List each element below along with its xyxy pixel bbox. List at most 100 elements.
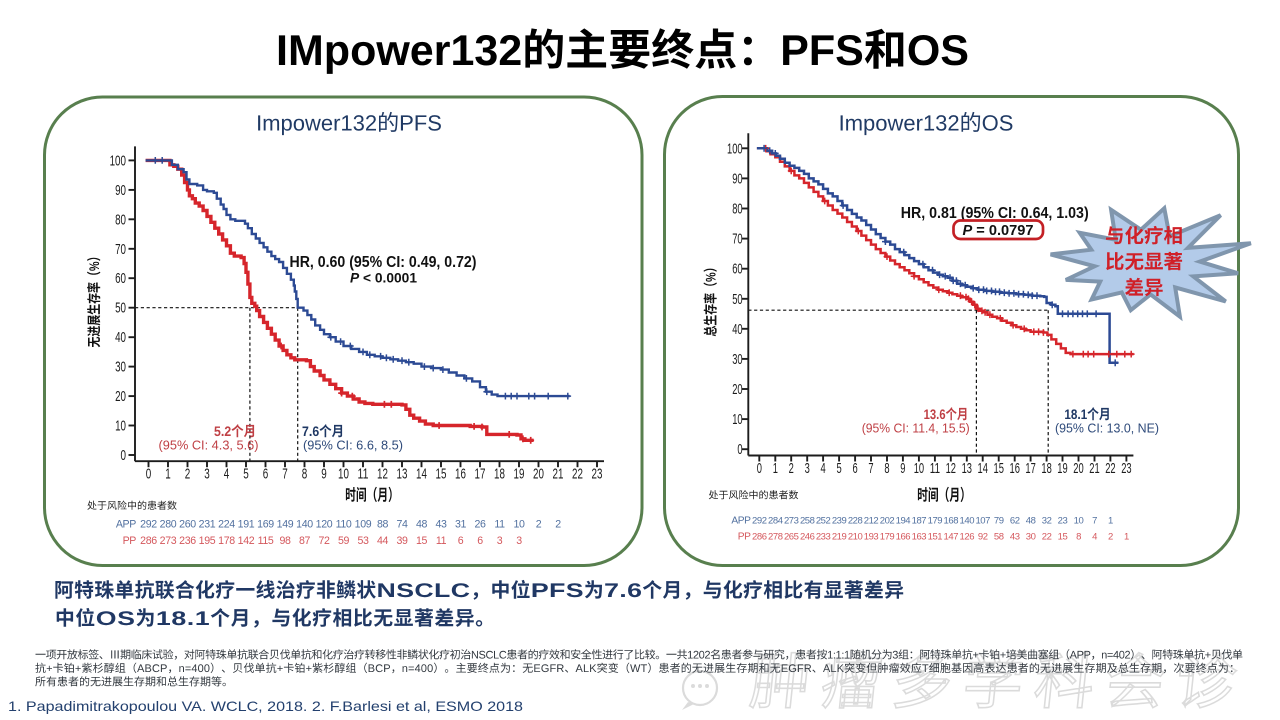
svg-text:PP: PP xyxy=(738,532,751,543)
svg-text:202: 202 xyxy=(880,516,895,527)
svg-text:0: 0 xyxy=(757,461,762,477)
svg-text:20: 20 xyxy=(732,382,742,398)
svg-text:15: 15 xyxy=(436,467,447,483)
svg-text:HR, 0.81 (95% CI: 0.64, 1.03): HR, 0.81 (95% CI: 0.64, 1.03) xyxy=(901,205,1089,222)
svg-text:44: 44 xyxy=(377,535,389,547)
svg-text:2: 2 xyxy=(185,467,191,483)
svg-text:62: 62 xyxy=(1010,516,1020,527)
svg-text:HR, 0.60 (95% CI: 0.49, 0.72): HR, 0.60 (95% CI: 0.49, 0.72) xyxy=(290,254,477,271)
svg-text:2: 2 xyxy=(789,461,794,477)
svg-text:17: 17 xyxy=(1025,461,1035,477)
svg-text:16: 16 xyxy=(1010,461,1020,477)
svg-text:7: 7 xyxy=(282,467,288,483)
svg-text:273: 273 xyxy=(160,535,177,547)
svg-text:292: 292 xyxy=(752,516,767,527)
svg-text:59: 59 xyxy=(338,535,350,547)
svg-text:21: 21 xyxy=(1089,461,1099,477)
svg-text:19: 19 xyxy=(514,467,525,483)
svg-text:3: 3 xyxy=(497,535,503,547)
svg-text:286: 286 xyxy=(752,532,767,543)
svg-text:10: 10 xyxy=(115,419,126,435)
svg-text:(95% CI: 13.0, NE): (95% CI: 13.0, NE) xyxy=(1055,421,1159,436)
svg-text:11: 11 xyxy=(494,519,505,531)
svg-text:179: 179 xyxy=(928,516,943,527)
svg-text:224: 224 xyxy=(218,519,235,531)
svg-text:88: 88 xyxy=(377,519,389,531)
svg-text:193: 193 xyxy=(864,532,879,543)
svg-text:6: 6 xyxy=(477,535,483,547)
svg-text:231: 231 xyxy=(199,519,216,531)
svg-text:90: 90 xyxy=(732,171,742,187)
svg-text:13: 13 xyxy=(962,461,972,477)
svg-text:58: 58 xyxy=(994,532,1004,543)
svg-text:32: 32 xyxy=(1042,516,1052,527)
svg-text:22: 22 xyxy=(1105,461,1115,477)
svg-text:30: 30 xyxy=(1026,532,1036,543)
svg-text:286: 286 xyxy=(140,535,157,547)
svg-text:23: 23 xyxy=(1121,461,1131,477)
svg-text:8: 8 xyxy=(884,461,889,477)
svg-text:PP: PP xyxy=(123,535,137,547)
svg-text:151: 151 xyxy=(928,532,943,543)
svg-text:20: 20 xyxy=(1073,461,1083,477)
svg-text:21: 21 xyxy=(553,467,564,483)
svg-text:195: 195 xyxy=(199,535,216,547)
svg-text:39: 39 xyxy=(396,535,408,547)
svg-text:40: 40 xyxy=(115,330,126,346)
svg-text:10: 10 xyxy=(1074,516,1084,527)
svg-text:48: 48 xyxy=(1026,516,1036,527)
svg-text:179: 179 xyxy=(880,532,895,543)
svg-text:50: 50 xyxy=(115,301,126,317)
svg-text:(95% CI: 4.3, 5.6): (95% CI: 4.3, 5.6) xyxy=(159,438,259,453)
svg-text:92: 92 xyxy=(978,532,988,543)
svg-text:(95% CI: 6.6, 8.5): (95% CI: 6.6, 8.5) xyxy=(303,438,403,453)
svg-text:90: 90 xyxy=(115,183,126,199)
svg-text:4: 4 xyxy=(821,461,826,477)
svg-text:233: 233 xyxy=(816,532,831,543)
svg-text:2: 2 xyxy=(1108,532,1113,543)
svg-text:19: 19 xyxy=(1057,461,1067,477)
svg-text:30: 30 xyxy=(115,360,126,376)
svg-text:0: 0 xyxy=(737,442,742,458)
svg-text:210: 210 xyxy=(848,532,863,543)
svg-text:74: 74 xyxy=(396,519,408,531)
svg-text:140: 140 xyxy=(296,519,313,531)
svg-text:273: 273 xyxy=(784,516,799,527)
svg-text:7: 7 xyxy=(1092,516,1097,527)
svg-text:3: 3 xyxy=(516,535,522,547)
svg-text:14: 14 xyxy=(416,467,427,483)
svg-text:140: 140 xyxy=(960,516,975,527)
svg-text:1. Papadimitrakopoulou VA. WCL: 1. Papadimitrakopoulou VA. WCLC, 2018. 2… xyxy=(8,699,523,714)
svg-text:246: 246 xyxy=(800,532,815,543)
svg-text:7: 7 xyxy=(868,461,873,477)
svg-text:17: 17 xyxy=(475,467,486,483)
svg-text:48: 48 xyxy=(416,519,428,531)
svg-text:11: 11 xyxy=(436,535,447,547)
svg-text:10: 10 xyxy=(732,412,742,428)
svg-text:168: 168 xyxy=(944,516,959,527)
svg-text:43: 43 xyxy=(1010,532,1020,543)
svg-text:100: 100 xyxy=(727,141,743,157)
svg-text:13: 13 xyxy=(397,467,408,483)
svg-text:265: 265 xyxy=(784,532,799,543)
svg-text:6: 6 xyxy=(853,461,858,477)
svg-text:26: 26 xyxy=(474,519,486,531)
svg-text:12: 12 xyxy=(377,467,388,483)
svg-text:252: 252 xyxy=(816,516,831,527)
svg-text:16: 16 xyxy=(455,467,466,483)
svg-text:212: 212 xyxy=(864,516,879,527)
svg-text:100: 100 xyxy=(110,153,126,169)
svg-text:278: 278 xyxy=(768,532,783,543)
svg-text:260: 260 xyxy=(179,519,196,531)
svg-text:6: 6 xyxy=(458,535,464,547)
svg-text:80: 80 xyxy=(115,212,126,228)
svg-text:43: 43 xyxy=(435,519,447,531)
svg-text:239: 239 xyxy=(832,516,847,527)
svg-text:70: 70 xyxy=(115,242,126,258)
svg-text:8: 8 xyxy=(302,467,308,483)
svg-text:115: 115 xyxy=(258,535,274,547)
svg-text:(95% CI: 11.4, 15.5): (95% CI: 11.4, 15.5) xyxy=(862,421,970,436)
svg-text:191: 191 xyxy=(238,519,255,531)
svg-text:0: 0 xyxy=(121,448,127,464)
svg-text:87: 87 xyxy=(299,535,311,547)
